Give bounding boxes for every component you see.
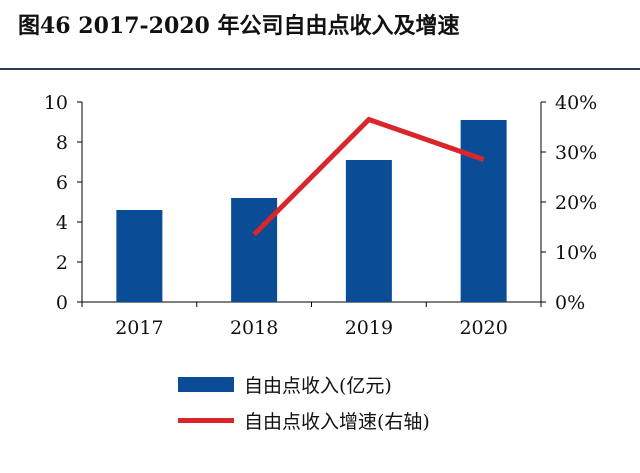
bar-2020 (460, 120, 507, 302)
left-tick-label: 10 (44, 92, 68, 114)
legend-swatch-line (178, 417, 234, 423)
left-tick-label: 6 (56, 172, 68, 194)
bar-2019 (345, 160, 392, 302)
right-tick-label: 20% (555, 192, 597, 214)
legend-item-bar: 自由点收入(亿元) (178, 366, 430, 402)
right-tick-label: 30% (555, 142, 597, 164)
right-tick-label: 0% (555, 292, 585, 314)
right-tick-label: 10% (555, 242, 597, 264)
x-tick-label: 2017 (115, 317, 163, 339)
left-tick-label: 4 (56, 212, 68, 234)
bar-2017 (116, 210, 163, 302)
legend-label-bar: 自由点收入(亿元) (244, 374, 392, 397)
legend-item-line: 自由点收入增速(右轴) (178, 402, 430, 438)
chart-title: 图46 2017-2020 年公司自由点收入及增速 (18, 13, 460, 39)
x-tick-label: 2018 (230, 317, 278, 339)
left-tick-label: 8 (56, 132, 68, 154)
x-tick-label: 2019 (345, 317, 393, 339)
left-tick-label: 0 (56, 292, 68, 314)
left-tick-label: 2 (56, 252, 68, 274)
legend-swatch-bar (178, 376, 234, 392)
chart-area: 0 2 4 6 8 10 0% 10% 20% 30% 40% 2017 2018 2019 2020 (44, 92, 597, 339)
title-bar: 图46 2017-2020 年公司自由点收入及增速 (0, 0, 640, 70)
legend-label-line: 自由点收入增速(右轴) (244, 410, 430, 433)
right-tick-label: 40% (555, 92, 597, 114)
legend: 自由点收入(亿元) 自由点收入增速(右轴) (178, 366, 430, 438)
bar-2018 (231, 198, 278, 302)
x-tick-label: 2020 (459, 317, 507, 339)
